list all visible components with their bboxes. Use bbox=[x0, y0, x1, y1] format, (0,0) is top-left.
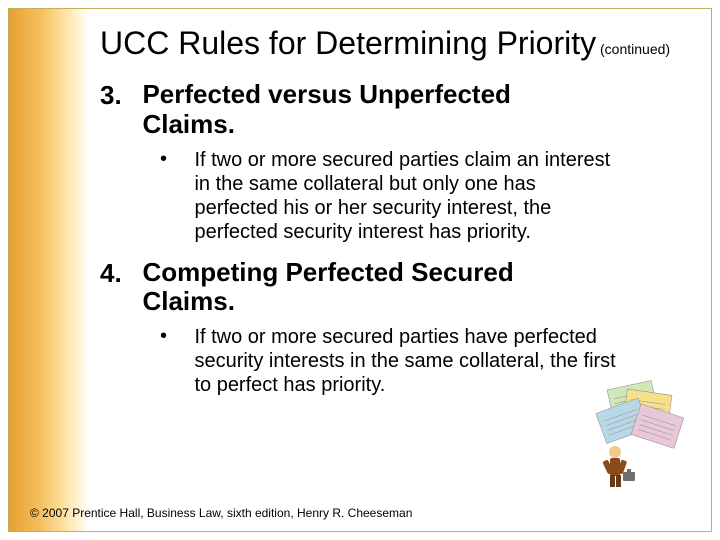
gradient-accent bbox=[9, 9, 89, 531]
slide-title: UCC Rules for Determining Priority (cont… bbox=[100, 25, 680, 62]
list-number: 4. bbox=[100, 258, 138, 289]
title-suffix: (continued) bbox=[596, 41, 670, 57]
bullet-row-3: • If two or more secured parties claim a… bbox=[100, 148, 680, 244]
list-item-4: 4. Competing Perfected Secured Claims. bbox=[100, 258, 680, 318]
list-number: 3. bbox=[100, 80, 138, 111]
bullet-marker: • bbox=[160, 148, 190, 171]
slide-content: UCC Rules for Determining Priority (cont… bbox=[100, 25, 680, 411]
list-item-3: 3. Perfected versus Unperfected Claims. bbox=[100, 80, 680, 140]
figure-icon bbox=[602, 446, 635, 487]
bullet-text: If two or more secured parties claim an … bbox=[194, 148, 624, 244]
title-main: UCC Rules for Determining Priority bbox=[100, 25, 596, 61]
bullet-marker: • bbox=[160, 325, 190, 348]
list-heading: Perfected versus Unperfected Claims. bbox=[142, 80, 542, 140]
bullet-text: If two or more secured parties have perf… bbox=[194, 325, 624, 397]
copyright-text: © 2007 Prentice Hall, Business Law, sixt… bbox=[30, 506, 412, 520]
bullet-row-4: • If two or more secured parties have pe… bbox=[100, 325, 680, 397]
list-heading: Competing Perfected Secured Claims. bbox=[142, 258, 542, 318]
